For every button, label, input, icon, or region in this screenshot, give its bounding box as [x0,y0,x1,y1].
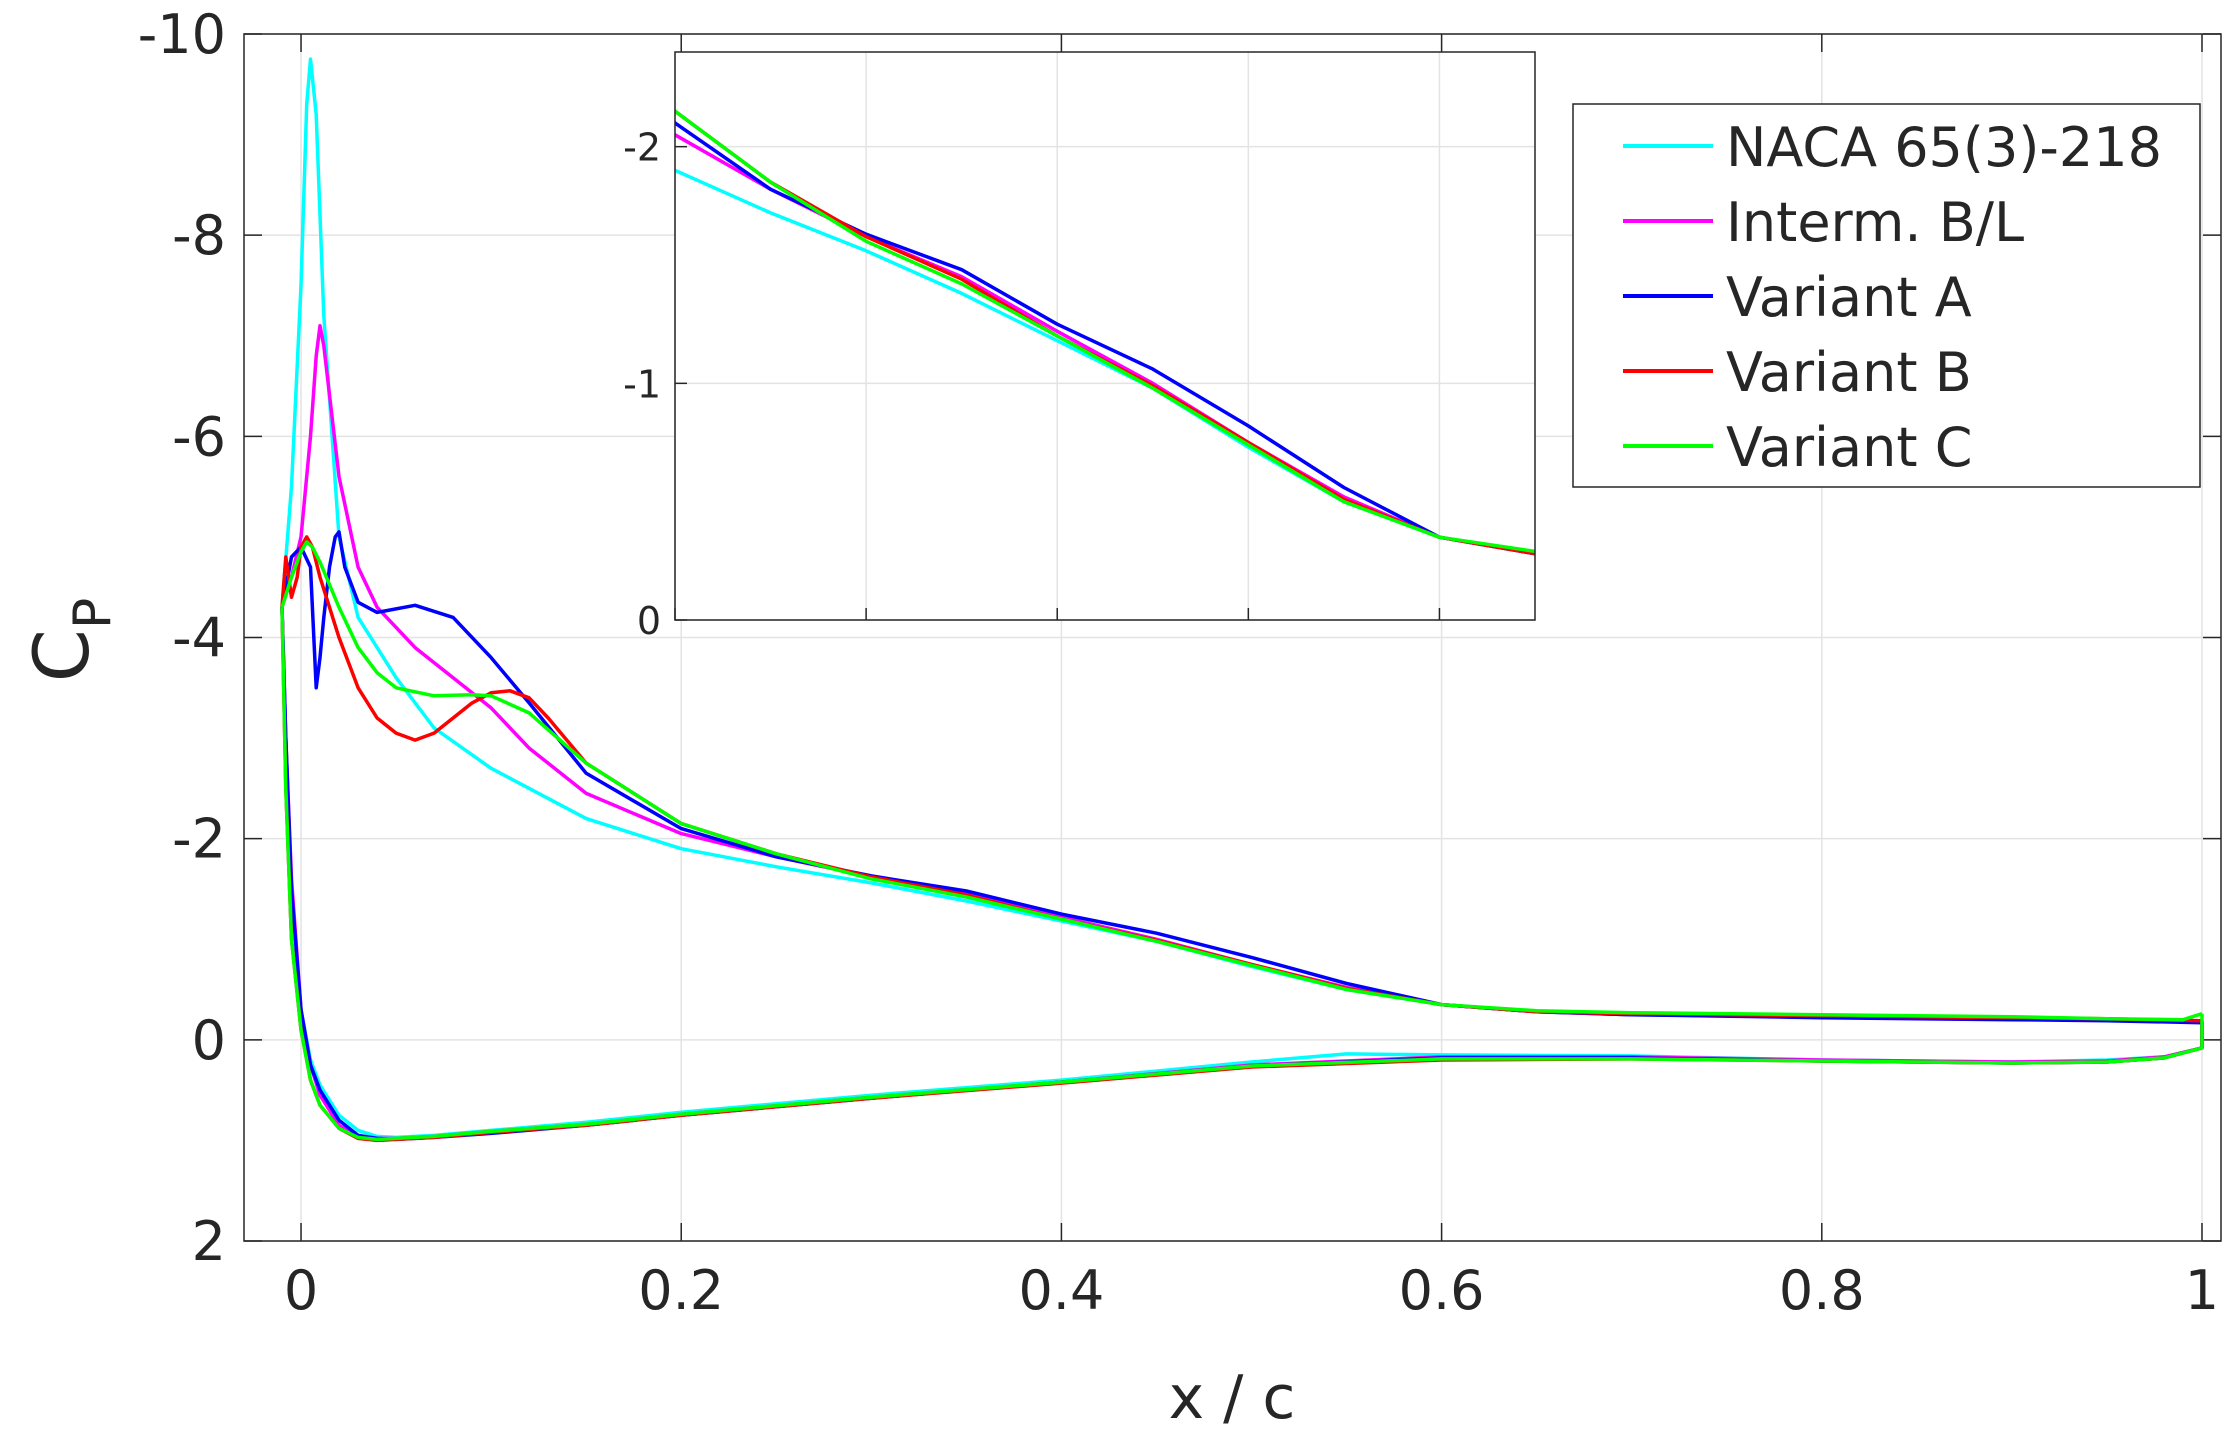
legend-entry-naca-65-3-218: NACA 65(3)-218 [1623,116,2162,179]
inset-series-variant-c [675,108,1535,554]
legend-entry-variant-b: Variant B [1623,341,1972,404]
y-tick-label: -8 [172,204,226,267]
y-tick-label: 2 [192,1210,226,1273]
legend-entry-variant-c: Variant C [1623,416,1972,479]
inset-y-tick-label: -1 [623,362,661,406]
y-tick-label: -10 [138,3,226,66]
svg-text:CP: CP [17,598,123,682]
legend-label: Interm. B/L [1726,191,2024,254]
y-tick-label: -2 [172,808,226,871]
inset-ticks [674,145,1441,621]
inset-axes-box [674,51,1536,621]
legend-label: Variant A [1726,266,1972,329]
y-tick-label: 0 [192,1009,226,1072]
main-tick-labels: 0 0.2 0.4 0.6 0.8 1-10-8-6-4-202 [138,3,2219,1322]
series-line-lower [280,607,2204,1142]
series-line-lower [280,607,2204,1140]
x-tick-label: 0 [284,1259,318,1322]
legend-label: Variant B [1726,341,1972,404]
x-tick-label: 0.4 [1018,1259,1104,1322]
inset-series [675,108,1535,556]
series-line-upper [280,540,2203,1022]
legend-label: Variant C [1726,416,1972,479]
y-axis-label-main: C [17,629,106,682]
x-tick-label: 0.6 [1399,1259,1485,1322]
y-tick-label: -4 [172,607,226,670]
inset-y-tick-label: 0 [637,599,661,643]
inset-plot: -2 -1 0 [623,51,1536,643]
x-tick-label: 0.2 [638,1259,724,1322]
series-line-lower [280,607,2204,1141]
series-variant-a [280,530,2204,1142]
main-ticks [244,33,2221,1242]
inset-background [675,52,1535,620]
inset-y-tick-label: -2 [623,126,661,170]
y-tick-label: -6 [172,405,226,468]
y-axis-label-sub: P [63,598,123,629]
legend-entry-interm-b-l: Interm. B/L [1623,191,2024,254]
legend-label: NACA 65(3)-218 [1726,116,2162,179]
x-tick-label: 1 [2185,1259,2219,1322]
series-variant-c [280,540,2204,1142]
x-axis-label: x / c [1169,1363,1296,1433]
main-series [280,57,2204,1143]
y-axis-label: CP [17,598,123,682]
inset-tick-labels: -2 -1 0 [623,126,661,643]
legend-entry-variant-a: Variant A [1623,266,1972,329]
legend: NACA 65(3)-218 Interm. B/L Variant A Varian… [1572,103,2201,488]
x-tick-label: 0.8 [1779,1259,1865,1322]
legend-entries: NACA 65(3)-218 Interm. B/L Variant A Varian… [1623,116,2162,479]
